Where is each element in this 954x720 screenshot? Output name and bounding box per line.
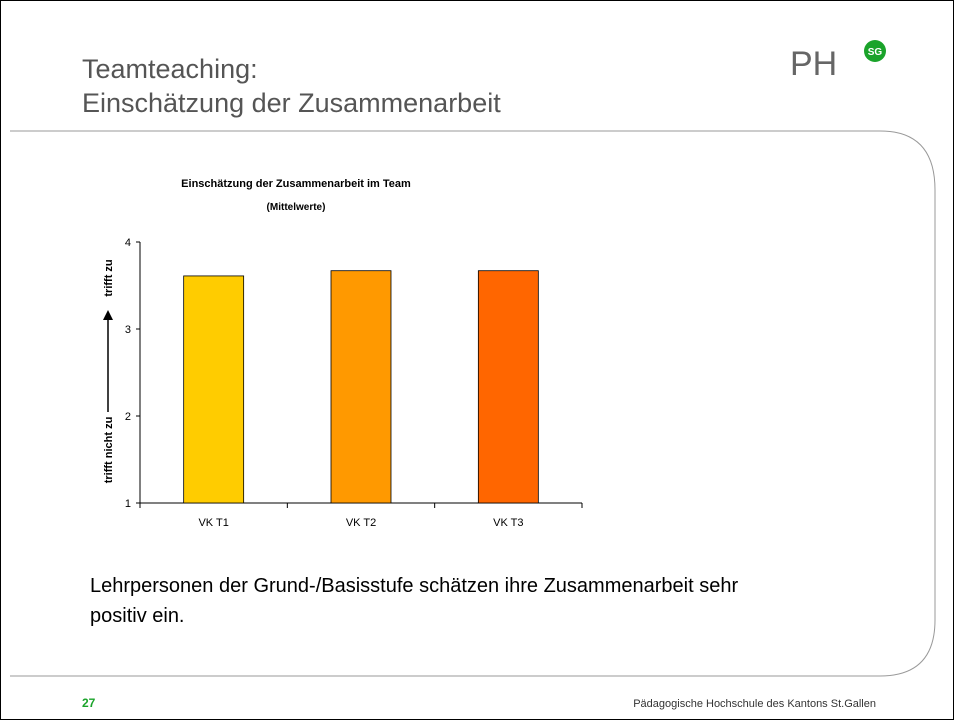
- body-text: Lehrpersonen der Grund-/Basisstufe schät…: [90, 575, 738, 597]
- y-tick-label: 4: [125, 237, 131, 249]
- y-axis-label-low: trifft nicht zu: [103, 417, 115, 484]
- y-tick-label: 3: [125, 324, 131, 336]
- x-tick-label: VK T1: [198, 517, 228, 529]
- logo-badge-text: SG: [868, 47, 883, 58]
- y-axis-arrowhead: [103, 310, 113, 320]
- bar: [183, 275, 245, 504]
- slide-title: Einschätzung der Zusammenarbeit: [82, 88, 501, 118]
- content-frame: [10, 130, 936, 677]
- y-tick-label: 2: [125, 411, 131, 423]
- logo: PH: [790, 45, 837, 83]
- chart-title: Einschätzung der Zusammenarbeit im Team: [181, 178, 411, 190]
- footer: Pädagogische Hochschule des Kantons St.G…: [633, 698, 876, 710]
- y-tick-label: 1: [125, 498, 131, 510]
- logo-badge: [864, 40, 886, 62]
- bar: [477, 270, 539, 504]
- body-text: positiv ein.: [90, 605, 185, 627]
- page-number: 27: [82, 696, 96, 710]
- x-tick-label: VK T3: [493, 517, 523, 529]
- chart-subtitle: (Mittelwerte): [267, 202, 326, 213]
- y-axis-label-high: trifft zu: [103, 259, 115, 296]
- slide-title: Teamteaching:: [82, 54, 258, 84]
- bar: [330, 270, 392, 504]
- x-tick-label: VK T2: [346, 517, 376, 529]
